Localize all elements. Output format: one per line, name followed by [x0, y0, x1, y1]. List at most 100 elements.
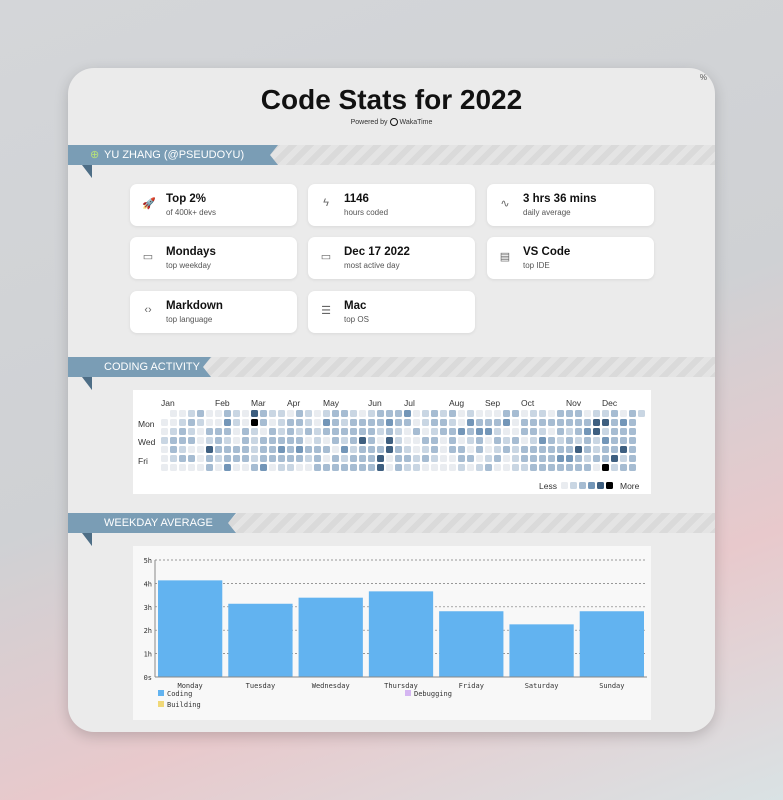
activity-cell[interactable] [512, 419, 519, 426]
activity-cell[interactable] [386, 437, 393, 444]
activity-cell[interactable] [521, 437, 528, 444]
activity-cell[interactable] [503, 428, 510, 435]
activity-cell[interactable] [395, 464, 402, 471]
activity-cell[interactable] [593, 410, 600, 417]
activity-cell[interactable] [179, 428, 186, 435]
activity-cell[interactable] [368, 437, 375, 444]
activity-cell[interactable] [557, 437, 564, 444]
activity-cell[interactable] [476, 464, 483, 471]
activity-cell[interactable] [296, 455, 303, 462]
activity-cell[interactable] [224, 428, 231, 435]
activity-cell[interactable] [530, 446, 537, 453]
activity-cell[interactable] [314, 455, 321, 462]
activity-cell[interactable] [215, 455, 222, 462]
activity-cell[interactable] [521, 455, 528, 462]
activity-cell[interactable] [197, 437, 204, 444]
activity-cell[interactable] [449, 410, 456, 417]
activity-cell[interactable] [449, 419, 456, 426]
activity-cell[interactable] [242, 446, 249, 453]
activity-cell[interactable] [485, 455, 492, 462]
activity-cell[interactable] [179, 437, 186, 444]
activity-cell[interactable] [485, 446, 492, 453]
activity-cell[interactable] [323, 428, 330, 435]
activity-cell[interactable] [521, 410, 528, 417]
activity-cell[interactable] [296, 437, 303, 444]
activity-cell[interactable] [305, 446, 312, 453]
activity-cell[interactable] [332, 464, 339, 471]
activity-cell[interactable] [629, 437, 636, 444]
activity-cell[interactable] [278, 446, 285, 453]
activity-cell[interactable] [170, 428, 177, 435]
activity-cell[interactable] [431, 410, 438, 417]
activity-cell[interactable] [233, 464, 240, 471]
activity-cell[interactable] [620, 446, 627, 453]
activity-cell[interactable] [296, 446, 303, 453]
activity-cell[interactable] [341, 464, 348, 471]
activity-cell[interactable] [269, 428, 276, 435]
activity-cell[interactable] [260, 455, 267, 462]
activity-cell[interactable] [170, 464, 177, 471]
activity-cell[interactable] [503, 437, 510, 444]
activity-cell[interactable] [287, 437, 294, 444]
activity-cell[interactable] [602, 464, 609, 471]
activity-cell[interactable] [539, 464, 546, 471]
activity-cell[interactable] [170, 410, 177, 417]
activity-cell[interactable] [269, 437, 276, 444]
activity-cell[interactable] [395, 437, 402, 444]
activity-cell[interactable] [341, 437, 348, 444]
activity-cell[interactable] [521, 464, 528, 471]
activity-cell[interactable] [629, 455, 636, 462]
activity-cell[interactable] [512, 446, 519, 453]
activity-cell[interactable] [638, 410, 645, 417]
activity-cell[interactable] [584, 419, 591, 426]
activity-cell[interactable] [503, 455, 510, 462]
activity-cell[interactable] [404, 410, 411, 417]
activity-cell[interactable] [413, 419, 420, 426]
activity-cell[interactable] [161, 446, 168, 453]
activity-cell[interactable] [242, 455, 249, 462]
activity-cell[interactable] [233, 410, 240, 417]
activity-cell[interactable] [593, 437, 600, 444]
activity-cell[interactable] [602, 428, 609, 435]
activity-cell[interactable] [161, 419, 168, 426]
activity-cell[interactable] [377, 428, 384, 435]
activity-cell[interactable] [350, 419, 357, 426]
activity-cell[interactable] [620, 455, 627, 462]
activity-cell[interactable] [215, 428, 222, 435]
activity-cell[interactable] [242, 464, 249, 471]
activity-cell[interactable] [332, 428, 339, 435]
activity-cell[interactable] [476, 419, 483, 426]
activity-cell[interactable] [575, 419, 582, 426]
activity-cell[interactable] [404, 455, 411, 462]
activity-cell[interactable] [494, 455, 501, 462]
activity-cell[interactable] [458, 446, 465, 453]
activity-cell[interactable] [386, 428, 393, 435]
activity-cell[interactable] [494, 428, 501, 435]
activity-cell[interactable] [188, 428, 195, 435]
activity-cell[interactable] [341, 455, 348, 462]
activity-cell[interactable] [278, 455, 285, 462]
activity-cell[interactable] [548, 410, 555, 417]
activity-cell[interactable] [341, 446, 348, 453]
activity-cell[interactable] [377, 437, 384, 444]
activity-cell[interactable] [458, 419, 465, 426]
activity-cell[interactable] [305, 464, 312, 471]
activity-cell[interactable] [314, 410, 321, 417]
activity-cell[interactable] [269, 455, 276, 462]
activity-cell[interactable] [548, 428, 555, 435]
activity-cell[interactable] [305, 455, 312, 462]
activity-cell[interactable] [197, 428, 204, 435]
activity-cell[interactable] [368, 428, 375, 435]
activity-cell[interactable] [278, 419, 285, 426]
activity-cell[interactable] [377, 455, 384, 462]
activity-cell[interactable] [278, 428, 285, 435]
activity-cell[interactable] [260, 410, 267, 417]
activity-cell[interactable] [566, 455, 573, 462]
activity-cell[interactable] [539, 446, 546, 453]
activity-cell[interactable] [575, 410, 582, 417]
activity-cell[interactable] [224, 446, 231, 453]
activity-cell[interactable] [341, 419, 348, 426]
activity-cell[interactable] [224, 419, 231, 426]
activity-cell[interactable] [440, 455, 447, 462]
activity-cell[interactable] [359, 464, 366, 471]
